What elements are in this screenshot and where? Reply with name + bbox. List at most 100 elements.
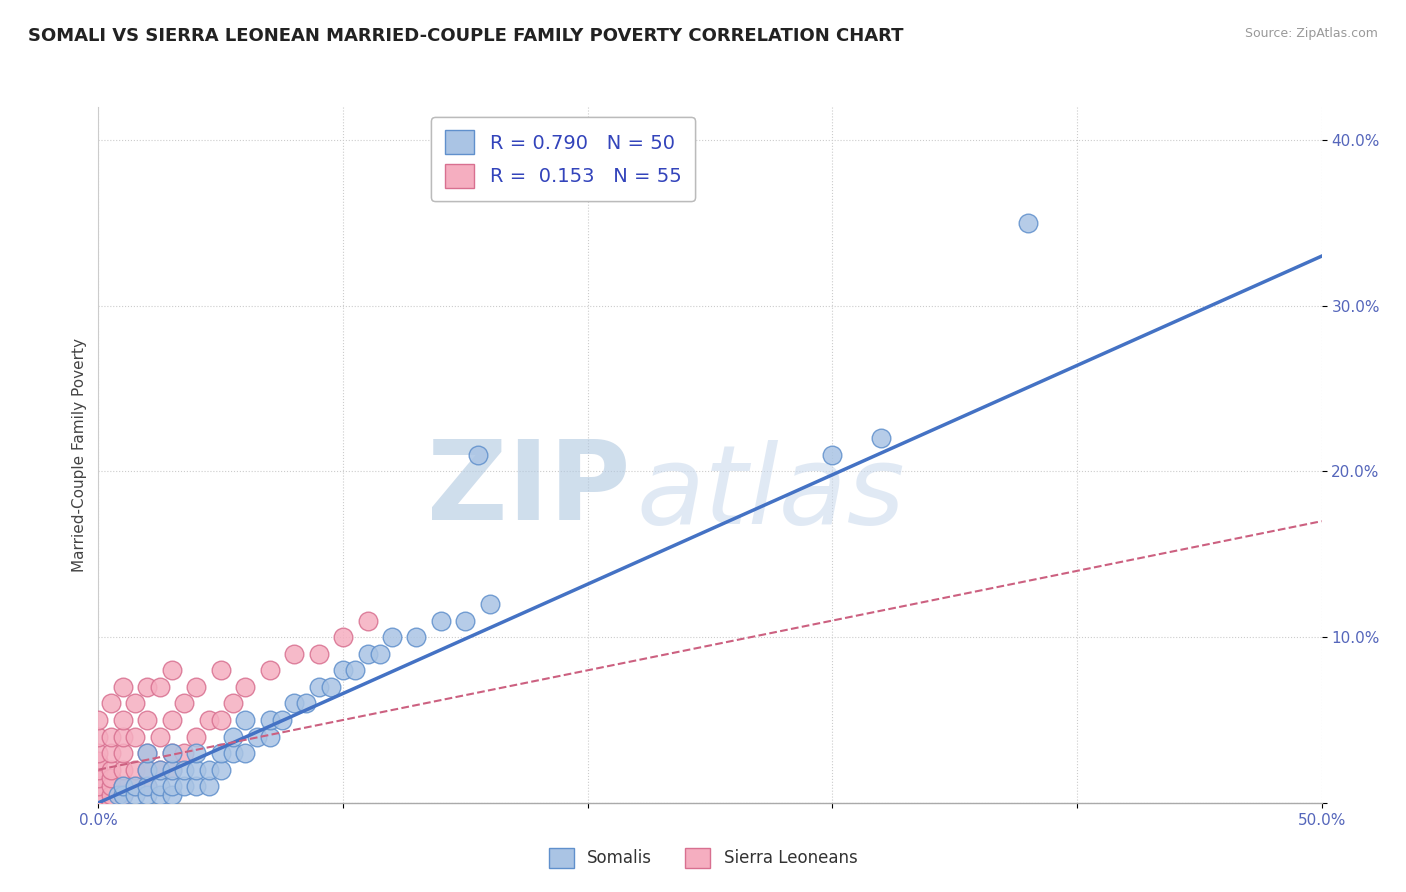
Point	[87, 779, 110, 793]
Legend: Somalis, Sierra Leoneans: Somalis, Sierra Leoneans	[541, 841, 865, 875]
Point	[111, 779, 134, 793]
Point	[259, 663, 281, 677]
Point	[246, 730, 269, 744]
Point	[87, 763, 110, 777]
Point	[160, 746, 183, 760]
Point	[186, 730, 208, 744]
Point	[136, 746, 159, 760]
Point	[87, 755, 110, 769]
Point	[197, 713, 219, 727]
Point	[124, 763, 146, 777]
Point	[186, 779, 208, 793]
Point	[111, 763, 134, 777]
Point	[283, 647, 305, 661]
Point	[111, 746, 134, 760]
Point	[136, 788, 159, 802]
Point	[344, 663, 367, 677]
Point	[149, 788, 172, 802]
Point	[100, 763, 122, 777]
Point	[100, 746, 122, 760]
Point	[111, 713, 134, 727]
Point	[124, 730, 146, 744]
Point	[100, 796, 122, 810]
Point	[124, 697, 146, 711]
Point	[87, 730, 110, 744]
Point	[368, 647, 391, 661]
Point	[467, 448, 489, 462]
Point	[308, 647, 330, 661]
Point	[160, 788, 183, 802]
Point	[222, 746, 245, 760]
Point	[332, 663, 354, 677]
Point	[173, 779, 195, 793]
Point	[186, 680, 208, 694]
Point	[319, 680, 342, 694]
Point	[111, 788, 134, 802]
Point	[111, 779, 134, 793]
Point	[136, 680, 159, 694]
Point	[233, 746, 256, 760]
Point	[100, 788, 122, 802]
Point	[259, 730, 281, 744]
Point	[160, 763, 183, 777]
Point	[209, 763, 232, 777]
Point	[160, 713, 183, 727]
Point	[160, 763, 183, 777]
Point	[270, 713, 294, 727]
Point	[1017, 216, 1039, 230]
Point	[405, 630, 427, 644]
Point	[478, 597, 501, 611]
Point	[160, 746, 183, 760]
Point	[233, 713, 256, 727]
Point	[136, 763, 159, 777]
Point	[173, 763, 195, 777]
Point	[136, 779, 159, 793]
Point	[430, 614, 453, 628]
Point	[111, 680, 134, 694]
Text: ZIP: ZIP	[427, 436, 630, 543]
Point	[186, 763, 208, 777]
Point	[111, 788, 134, 802]
Point	[197, 779, 219, 793]
Point	[100, 771, 122, 785]
Point	[87, 796, 110, 810]
Point	[283, 697, 305, 711]
Point	[356, 614, 378, 628]
Point	[136, 746, 159, 760]
Point	[186, 746, 208, 760]
Point	[870, 431, 893, 445]
Point	[454, 614, 477, 628]
Point	[100, 697, 122, 711]
Text: SOMALI VS SIERRA LEONEAN MARRIED-COUPLE FAMILY POVERTY CORRELATION CHART: SOMALI VS SIERRA LEONEAN MARRIED-COUPLE …	[28, 27, 904, 45]
Point	[332, 630, 354, 644]
Point	[149, 680, 172, 694]
Point	[136, 779, 159, 793]
Point	[308, 680, 330, 694]
Point	[87, 771, 110, 785]
Point	[124, 788, 146, 802]
Point	[149, 730, 172, 744]
Point	[160, 663, 183, 677]
Point	[87, 713, 110, 727]
Point	[197, 763, 219, 777]
Point	[173, 697, 195, 711]
Text: Source: ZipAtlas.com: Source: ZipAtlas.com	[1244, 27, 1378, 40]
Point	[259, 713, 281, 727]
Point	[149, 763, 172, 777]
Point	[209, 713, 232, 727]
Point	[124, 779, 146, 793]
Point	[356, 647, 378, 661]
Point	[209, 663, 232, 677]
Point	[124, 779, 146, 793]
Point	[381, 630, 404, 644]
Point	[87, 796, 110, 810]
Point	[295, 697, 318, 711]
Point	[111, 730, 134, 744]
Point	[87, 746, 110, 760]
Y-axis label: Married-Couple Family Poverty: Married-Couple Family Poverty	[72, 338, 87, 572]
Point	[87, 788, 110, 802]
Text: atlas: atlas	[637, 440, 905, 547]
Point	[107, 788, 129, 802]
Point	[222, 697, 245, 711]
Point	[149, 763, 172, 777]
